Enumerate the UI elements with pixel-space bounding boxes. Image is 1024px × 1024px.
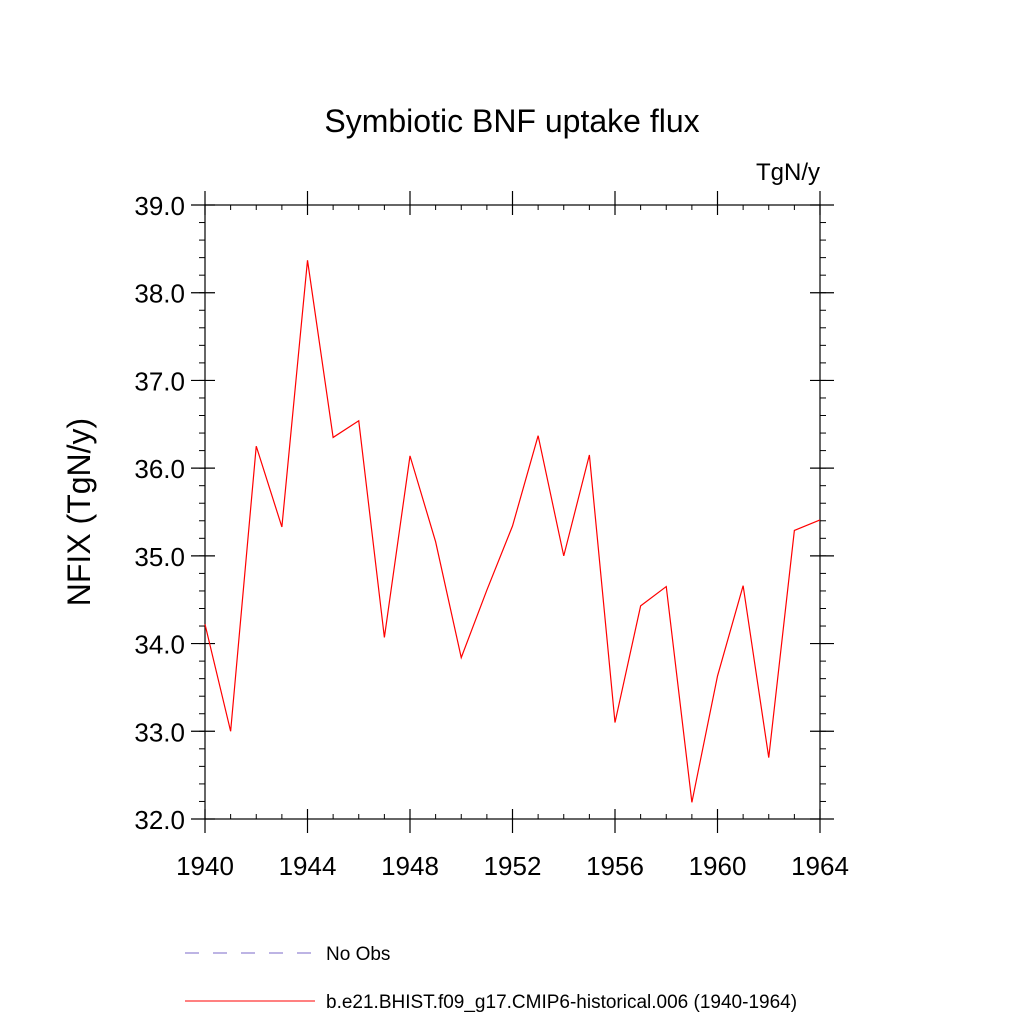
x-tick-label: 1948 (381, 851, 439, 881)
y-tick-label: 37.0 (134, 366, 185, 396)
x-tick-label: 1944 (279, 851, 337, 881)
legend-label-no-obs: No Obs (326, 944, 390, 965)
legend: No Obs b.e21.BHIST.f09_g17.CMIP6-histori… (185, 944, 797, 1013)
y-axis-label: NFIX (TgN/y) (61, 418, 97, 606)
x-tick-label: 1964 (791, 851, 849, 881)
x-tick-label: 1940 (176, 851, 234, 881)
x-major-ticks (204, 191, 821, 833)
y-minor-ticks (199, 204, 826, 820)
y-tick-label: 32.0 (134, 805, 185, 835)
y-tick-label: 34.0 (134, 630, 185, 660)
y-tick-label: 35.0 (134, 542, 185, 572)
y-tick-labels: 32.0 33.0 34.0 35.0 36.0 37.0 38.0 39.0 (134, 191, 185, 835)
x-tick-labels: 1940 1944 1948 1952 1956 1960 1964 (176, 851, 849, 881)
series-layer (204, 260, 821, 803)
legend-label-historical: b.e21.BHIST.f09_g17.CMIP6-historical.006… (326, 992, 797, 1013)
y-major-ticks (191, 204, 834, 820)
series-line (204, 260, 821, 803)
y-tick-label: 33.0 (134, 717, 185, 747)
x-tick-label: 1952 (484, 851, 542, 881)
x-tick-label: 1956 (586, 851, 644, 881)
x-tick-label: 1960 (689, 851, 747, 881)
units-label: TgN/y (756, 159, 820, 186)
y-tick-label: 36.0 (134, 454, 185, 484)
x-minor-ticks (204, 205, 821, 819)
y-tick-label: 38.0 (134, 279, 185, 309)
chart-title: Symbiotic BNF uptake flux (324, 103, 699, 139)
y-tick-label: 39.0 (134, 191, 185, 221)
plot-frame (204, 204, 821, 820)
